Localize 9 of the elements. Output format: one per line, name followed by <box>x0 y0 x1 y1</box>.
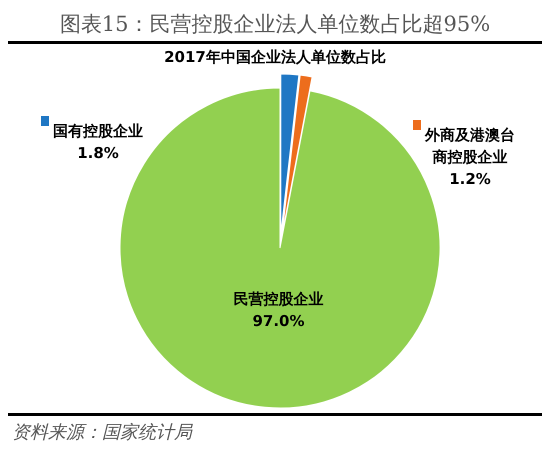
data-label: 97.0% <box>252 312 305 330</box>
legend-label: 国有控股企业 <box>53 122 143 140</box>
legend-label: 外商及港澳台商控股企业 <box>424 126 515 166</box>
chart-title: 图表15：民营控股企业法人单位数占比超95% <box>58 11 492 38</box>
data-label: 1.2% <box>449 170 491 188</box>
slice-label: 民营控股企业 <box>233 290 324 308</box>
data-label: 1.8% <box>77 144 119 162</box>
text: 资料来源：国家统计局 <box>12 421 192 444</box>
chart-subtitle: 2017年中国企业法人单位数占比 <box>163 48 387 67</box>
